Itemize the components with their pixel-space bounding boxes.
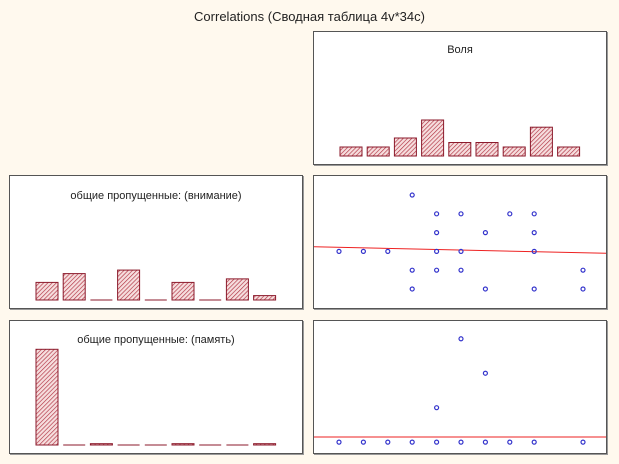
histogram-label-attention: общие пропущенные: (внимание)	[70, 190, 242, 202]
histogram-bar	[475, 142, 499, 157]
histogram-bar	[421, 119, 445, 157]
scatter-point	[433, 211, 440, 217]
scatter-point	[458, 439, 464, 445]
histogram-svg-volya	[339, 119, 581, 157]
scatter-point	[360, 439, 367, 445]
scatter-point	[433, 439, 440, 445]
scatter-point	[385, 439, 391, 445]
scatter-point	[409, 439, 415, 445]
histogram-panel-attention: общие пропущенные: (внимание)	[9, 175, 303, 309]
scatter-point	[360, 248, 367, 254]
histogram-bar	[253, 443, 277, 446]
histogram-label-memory: общие пропущенные: (память)	[77, 334, 235, 346]
scatter-point	[409, 192, 415, 198]
histogram-bar	[529, 126, 553, 157]
histogram-svg-attention	[35, 269, 277, 301]
scatter-point	[580, 267, 586, 273]
scatter-panel-attention	[313, 175, 607, 309]
scatter-point	[458, 267, 464, 273]
scatter-point	[580, 439, 586, 445]
scatter-point	[531, 439, 537, 445]
scatter-point	[531, 248, 537, 254]
scatter-point	[531, 211, 537, 217]
histogram-bar	[171, 443, 195, 446]
scatter-point	[458, 336, 464, 342]
histogram-panel-memory: общие пропущенные: (память)	[9, 320, 303, 454]
scatter-point	[580, 286, 586, 292]
histogram-bar	[89, 443, 113, 446]
histogram-bar	[117, 269, 141, 301]
histogram-bar	[35, 281, 59, 301]
scatter-point	[482, 230, 488, 236]
histogram-bar	[366, 146, 390, 157]
scatter-point	[458, 248, 464, 254]
scatter-point	[433, 267, 440, 273]
histogram-bar	[35, 348, 59, 446]
scatter-point	[531, 286, 537, 292]
scatter-point	[336, 439, 342, 445]
scatter-point	[507, 211, 513, 217]
histogram-bar	[62, 273, 86, 301]
scatter-point	[409, 267, 415, 273]
histogram-svg-memory	[35, 348, 277, 446]
histogram-bar	[253, 295, 277, 301]
histogram-bar	[339, 146, 363, 157]
scatter-point	[385, 248, 391, 254]
scatter-point	[482, 286, 488, 292]
histogram-label-volya: Воля	[447, 44, 473, 56]
scatter-point	[531, 230, 537, 236]
chart-title: Correlations (Сводная таблица 4v*34с)	[194, 9, 425, 24]
histogram-bar	[502, 146, 526, 157]
scatter-svg-attention	[314, 192, 606, 292]
histogram-bar	[225, 278, 249, 301]
scatter-point	[482, 370, 488, 376]
scatter-point	[409, 286, 415, 292]
scatter-point	[507, 439, 513, 445]
histogram-panel-volya: Воля	[313, 31, 607, 165]
histogram-bar	[557, 146, 581, 157]
histogram-bar	[171, 281, 195, 301]
histogram-bar	[393, 137, 417, 157]
scatter-point	[336, 248, 342, 254]
scatter-point	[482, 439, 488, 445]
histogram-bar	[448, 142, 472, 157]
scatter-point	[433, 248, 440, 254]
scatter-point	[433, 405, 440, 411]
scatter-point	[458, 211, 464, 217]
scatter-panel-memory	[313, 320, 607, 454]
scatter-svg-memory	[314, 336, 606, 445]
scatter-point	[433, 230, 440, 236]
